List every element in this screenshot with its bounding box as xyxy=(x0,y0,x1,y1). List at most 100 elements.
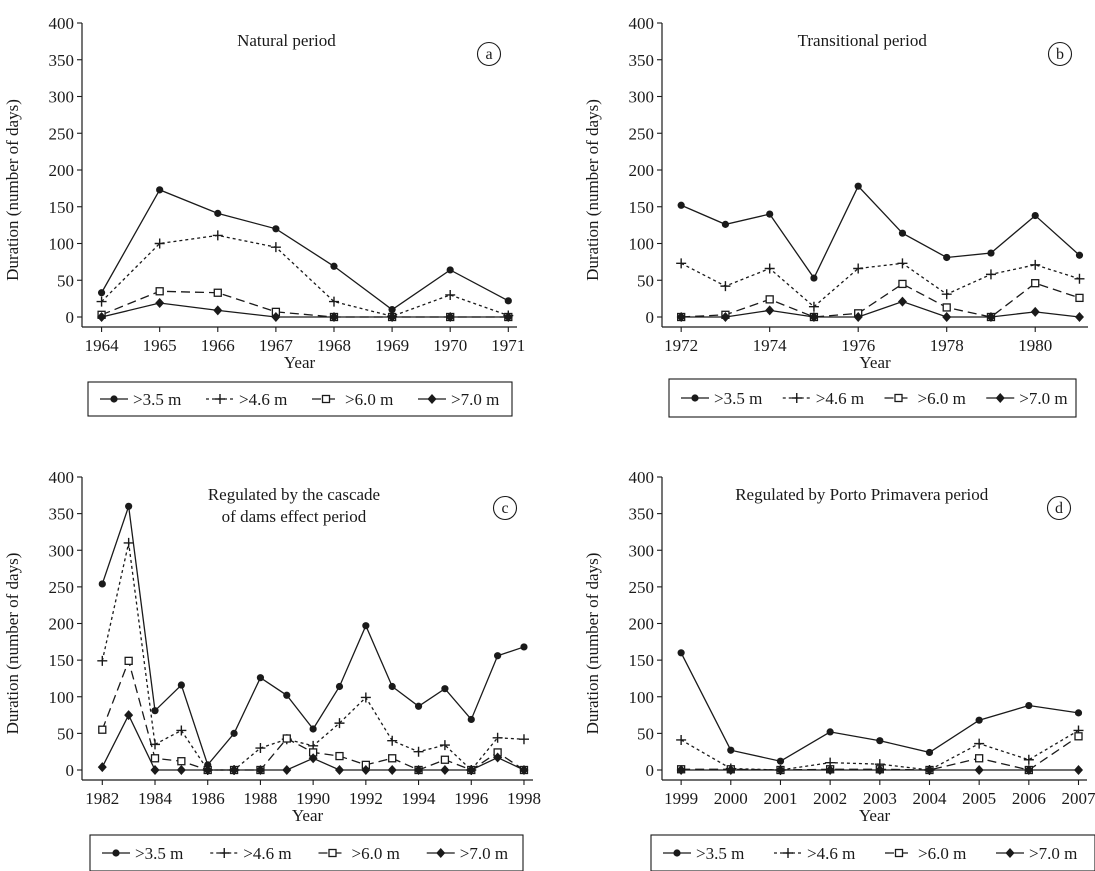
x-tick-label: 2002 xyxy=(813,789,847,808)
series-line xyxy=(101,542,525,771)
data-point xyxy=(441,685,449,693)
panel-d: 0 50 100 150 200 250 300 350 400 1999 2000 2001 2002… xyxy=(583,468,1095,871)
data-point xyxy=(504,297,512,305)
x-tick-label: 1980 xyxy=(1018,336,1052,355)
x-tick-label: 1968 xyxy=(317,336,351,355)
data-point xyxy=(445,289,456,300)
series-line xyxy=(101,290,509,318)
data-point xyxy=(466,765,476,775)
data-point xyxy=(810,274,818,282)
data-point xyxy=(440,765,450,775)
y-tick-label: 350 xyxy=(629,51,655,70)
data-point xyxy=(986,312,996,322)
x-tick-label: 1998 xyxy=(507,789,541,808)
legend: >3.5 m >4.6 m >6.0 m >7.0 m xyxy=(668,378,1077,418)
data-point xyxy=(898,279,907,289)
legend-label: >7.0 m xyxy=(1019,389,1067,408)
legend-label: >6.0 m xyxy=(918,844,966,863)
data-point xyxy=(414,765,424,775)
y-tick-label: 50 xyxy=(57,271,74,290)
legend-swatch-marker xyxy=(436,848,446,858)
y-axis-label: Duration (number of days) xyxy=(3,99,22,281)
data-point xyxy=(334,718,345,729)
y-axis-label: Duration (number of days) xyxy=(583,553,602,735)
data-point xyxy=(271,312,281,322)
legend-swatch-marker xyxy=(110,395,118,403)
chart-title: Transitional period xyxy=(798,31,928,50)
data-point xyxy=(853,312,863,322)
y-tick-label: 350 xyxy=(49,51,75,70)
chart-title-line: of dams effect period xyxy=(222,507,367,526)
chart-title-line: Regulated by the cascade xyxy=(208,485,380,504)
data-point xyxy=(360,692,371,703)
series-circle xyxy=(677,649,1083,765)
data-point xyxy=(727,746,735,754)
data-point xyxy=(387,312,397,322)
data-point xyxy=(387,735,398,746)
series-plus xyxy=(96,230,514,322)
data-point xyxy=(765,305,775,316)
data-point xyxy=(98,725,107,734)
y-tick-label: 0 xyxy=(66,761,75,780)
data-point xyxy=(720,281,731,292)
series-circle xyxy=(97,186,512,314)
data-point xyxy=(413,746,424,757)
series-line xyxy=(101,234,509,317)
panel-a: 0 50 100 150 200 250 300 350 400 1964 1965 1966 1967… xyxy=(3,14,525,417)
data-point xyxy=(875,765,885,775)
series-line xyxy=(101,189,509,311)
x-tick-label: 1966 xyxy=(201,336,235,355)
series-line xyxy=(101,302,509,318)
x-tick-label: 1982 xyxy=(85,789,119,808)
data-point xyxy=(897,258,908,269)
x-tick-label: 2005 xyxy=(962,789,996,808)
data-point xyxy=(362,622,370,630)
legend-swatch-marker xyxy=(215,394,225,404)
x-tick-label: 1971 xyxy=(491,336,525,355)
data-point xyxy=(677,201,685,209)
data-point xyxy=(150,754,160,763)
data-point xyxy=(764,263,775,274)
series-line xyxy=(680,652,1079,762)
data-point xyxy=(335,682,344,691)
legend-swatch-marker xyxy=(673,849,681,857)
data-point xyxy=(975,716,983,724)
x-tick-label: 1972 xyxy=(664,336,698,355)
data-point xyxy=(328,296,339,307)
y-tick-label: 150 xyxy=(629,651,655,670)
data-point xyxy=(176,765,186,775)
data-point xyxy=(987,249,995,257)
data-point xyxy=(677,649,685,657)
data-point xyxy=(1075,293,1084,303)
legend-label: >4.6 m xyxy=(243,844,291,863)
legend-swatch-marker xyxy=(112,849,120,857)
data-point xyxy=(493,752,503,763)
data-point xyxy=(388,754,397,763)
data-point xyxy=(776,757,785,765)
data-point xyxy=(156,186,164,194)
data-point xyxy=(98,580,106,588)
data-point xyxy=(854,182,862,190)
data-point xyxy=(272,225,280,233)
panel-letter: c xyxy=(501,500,508,517)
legend-swatch-marker xyxy=(894,393,903,403)
data-point xyxy=(282,734,291,743)
data-point xyxy=(942,312,952,322)
data-point xyxy=(256,674,265,682)
data-point xyxy=(155,287,164,296)
x-tick-label: 1969 xyxy=(375,336,409,355)
data-point xyxy=(330,262,338,270)
legend-label: >7.0 m xyxy=(1029,844,1077,863)
data-point xyxy=(445,312,455,322)
legend-swatch-marker xyxy=(427,394,437,404)
y-tick-label: 250 xyxy=(49,578,75,597)
data-point xyxy=(97,312,107,322)
legend-swatch-marker xyxy=(783,848,793,858)
data-point xyxy=(270,242,281,253)
y-tick-label: 400 xyxy=(629,14,655,33)
data-point xyxy=(155,298,165,309)
data-point xyxy=(123,537,134,548)
x-tick-label: 1990 xyxy=(296,789,330,808)
legend-label: >6.0 m xyxy=(352,844,400,863)
data-point xyxy=(1023,754,1034,765)
